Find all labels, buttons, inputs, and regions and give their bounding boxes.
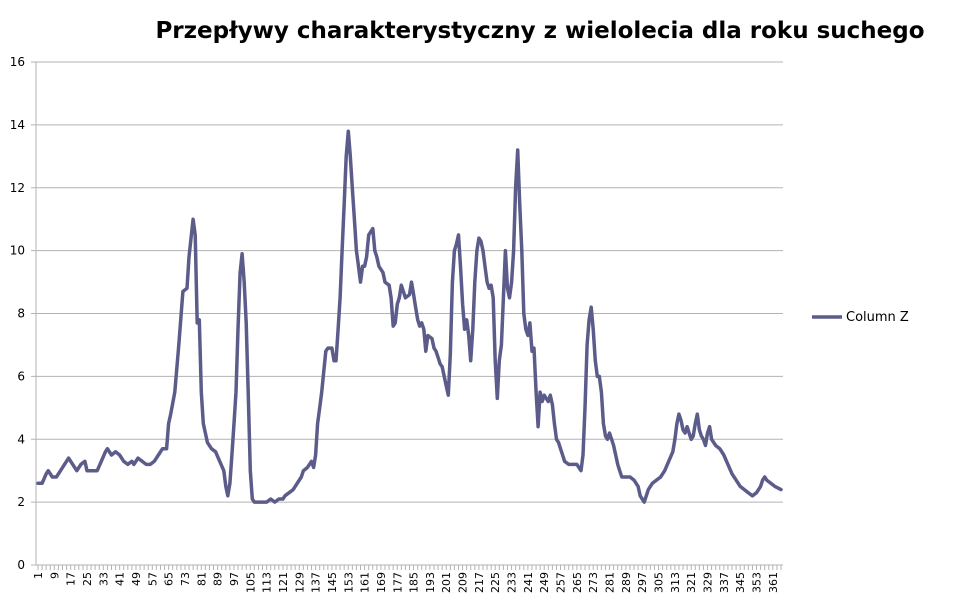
x-tick-label: 97: [228, 572, 241, 586]
y-tick-label: 6: [17, 369, 25, 383]
x-tick-label: 249: [538, 572, 551, 593]
axes: [35, 62, 783, 566]
x-tick-label: 9: [48, 572, 61, 579]
y-tick-label: 4: [17, 432, 25, 446]
y-tick-label: 2: [17, 495, 25, 509]
x-tick-label: 265: [571, 572, 584, 593]
x-tick-label: 201: [440, 572, 453, 593]
x-tick-label: 361: [767, 572, 780, 593]
x-tick-label: 81: [195, 572, 208, 586]
x-tick-label: 337: [718, 572, 731, 593]
x-tick-label: 233: [506, 572, 519, 593]
x-tick-label: 281: [604, 572, 617, 593]
x-tick-label: 161: [359, 572, 372, 593]
x-axis-ticks: 1 9 17 25 33 41 49 57 65 73 81 89 97 105 113 121 129 137 1…: [32, 565, 782, 593]
y-tick-label: 12: [10, 181, 25, 195]
x-tick-label: 353: [751, 572, 764, 593]
x-tick-label: 113: [261, 572, 274, 593]
x-tick-label: 217: [473, 572, 486, 593]
legend: Column Z: [812, 310, 909, 325]
x-tick-label: 57: [146, 572, 159, 586]
x-tick-label: 49: [130, 572, 143, 586]
x-tick-label: 345: [734, 572, 747, 593]
x-tick-label: 73: [179, 572, 192, 586]
x-tick-label: 153: [342, 572, 355, 593]
x-tick-label: 273: [587, 572, 600, 593]
y-tick-label: 10: [10, 244, 25, 258]
x-tick-label: 193: [424, 572, 437, 593]
x-tick-label: 33: [97, 572, 110, 586]
x-tick-label: 185: [408, 572, 421, 593]
x-tick-label: 41: [114, 572, 127, 586]
x-tick-label: 169: [375, 572, 388, 593]
x-tick-label: 145: [326, 572, 339, 593]
series-line-0: [36, 129, 783, 504]
x-tick-label: 1: [32, 572, 45, 579]
x-tick-label: 225: [489, 572, 502, 593]
x-tick-label: 129: [293, 572, 306, 593]
x-tick-label: 241: [522, 572, 535, 593]
grid-lines: [36, 61, 783, 566]
x-tick-label: 289: [620, 572, 633, 593]
x-tick-label: 89: [212, 572, 225, 586]
series-group: [36, 129, 783, 504]
x-tick-label: 329: [702, 572, 715, 593]
x-tick-label: 121: [277, 572, 290, 593]
x-tick-label: 137: [310, 572, 323, 593]
x-tick-label: 257: [555, 572, 568, 593]
y-tick-label: 16: [10, 55, 25, 69]
x-tick-label: 17: [65, 572, 78, 586]
x-tick-label: 105: [244, 572, 257, 593]
x-tick-label: 321: [685, 572, 698, 593]
x-tick-label: 177: [391, 572, 404, 593]
x-tick-label: 25: [81, 572, 94, 586]
chart-title: Przepływy charakterystyczny z wielolecia…: [155, 18, 924, 44]
x-tick-label: 313: [669, 572, 682, 593]
y-axis-ticks: 0 2 4 6 8 10 12 14 16: [10, 55, 36, 572]
y-tick-label: 0: [17, 558, 25, 572]
x-tick-label: 209: [457, 572, 470, 593]
x-tick-label: 305: [653, 572, 666, 593]
x-tick-label: 65: [163, 572, 176, 586]
y-tick-label: 8: [17, 307, 25, 321]
y-tick-label: 14: [10, 118, 25, 132]
x-tick-label: 297: [636, 572, 649, 593]
legend-label: Column Z: [846, 310, 909, 325]
